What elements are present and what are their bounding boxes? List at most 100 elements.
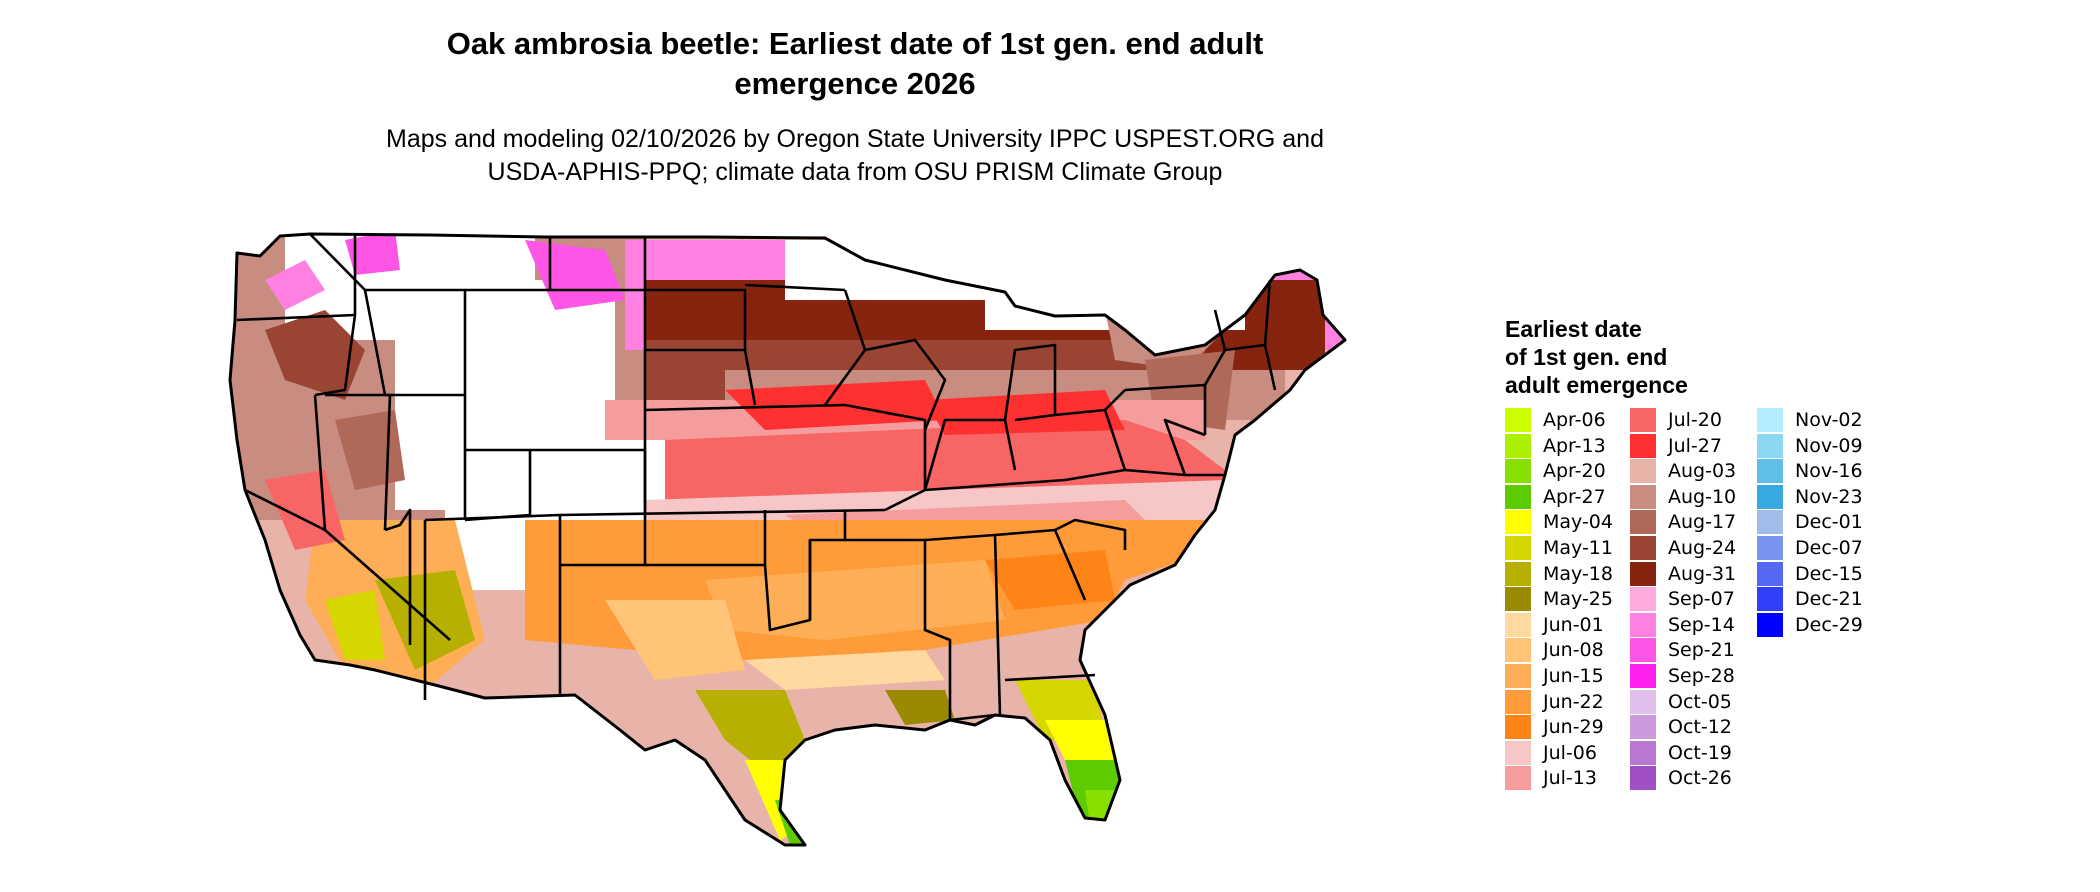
legend-swatch [1505,664,1531,688]
legend-item: May-18 [1505,561,1613,586]
legend-swatch [1505,612,1531,637]
legend-swatch [1505,408,1531,432]
legend-label: Aug-10 [1668,485,1737,508]
legend-label: Apr-13 [1543,434,1606,457]
legend-swatch [1505,715,1531,740]
legend-item: Oct-12 [1630,715,1732,740]
map-subtitle: Maps and modeling 02/10/2026 by Oregon S… [295,123,1415,189]
legend-swatch [1630,664,1656,688]
legend-swatch [1630,536,1656,560]
legend-swatch [1505,536,1531,560]
legend-label: Nov-23 [1795,485,1863,508]
legend-label: Sep-07 [1668,588,1735,611]
legend-swatch [1630,510,1656,535]
legend-item: Nov-02 [1757,408,1863,432]
legend-label: Aug-17 [1668,511,1737,534]
legend-label: Nov-09 [1795,434,1863,457]
map-subtitle-line-2: USDA-APHIS-PPQ; climate data from OSU PR… [487,158,1223,186]
legend-swatch [1505,740,1531,765]
legend-swatch [1630,587,1656,612]
legend-swatch [1757,587,1783,612]
legend-label: Jun-01 [1543,613,1604,636]
legend-label: Aug-24 [1668,537,1737,559]
legend-label: Apr-27 [1543,485,1606,508]
legend-swatch [1505,766,1531,791]
legend-swatch [1505,459,1531,484]
legend-label: Jul-27 [1668,434,1722,457]
legend-item: Apr-13 [1505,433,1606,458]
legend-item: Dec-15 [1757,561,1863,586]
legend-swatch [1757,433,1783,458]
us-emergence-map [228,232,1347,847]
legend-item: Dec-29 [1757,612,1863,637]
map-title-line-2: emergence 2026 [734,66,976,101]
legend-swatch [1630,433,1656,458]
legend-item: Oct-05 [1630,689,1732,714]
legend-label: Apr-20 [1543,460,1606,483]
legend-swatch [1630,459,1656,484]
legend-label: Aug-03 [1668,460,1737,483]
legend-item: Dec-07 [1757,536,1863,560]
legend-item: Apr-20 [1505,459,1606,484]
legend-label: Jul-20 [1668,409,1722,431]
legend-item: Sep-21 [1630,638,1735,663]
legend-label: Nov-16 [1795,460,1863,483]
legend-item: Apr-27 [1505,484,1606,509]
legend-item: Aug-03 [1630,459,1737,484]
map-title-line-1: Oak ambrosia beetle: Earliest date of 1s… [446,26,1264,61]
legend-swatch [1757,484,1783,509]
legend-title-line-3: adult emergence [1505,372,1688,398]
legend-item: Apr-06 [1505,408,1606,432]
legend-item: Aug-17 [1630,510,1737,535]
legend-label: Oct-19 [1668,741,1732,764]
legend-label: Jul-06 [1543,741,1597,764]
legend-item: Sep-28 [1630,664,1735,688]
legend-item: Sep-14 [1630,612,1735,637]
legend-label: Jun-08 [1543,639,1604,662]
legend-item: Sep-07 [1630,587,1735,612]
legend-label: Jun-15 [1543,665,1604,687]
legend-title-line-2: of 1st gen. end [1505,344,1668,370]
legend-label: Dec-15 [1795,562,1863,585]
legend-label: Oct-12 [1668,716,1732,739]
legend-label: Jul-13 [1543,767,1597,790]
legend-swatch [1757,510,1783,535]
legend-label: Dec-21 [1795,588,1863,611]
legend-swatch [1630,715,1656,740]
legend-label: Dec-07 [1795,537,1863,559]
legend-item: Oct-19 [1630,740,1732,765]
legend-item: Jun-29 [1505,715,1604,740]
legend-label: May-11 [1543,537,1613,559]
legend-swatch [1630,740,1656,765]
legend-item: Jul-27 [1630,433,1722,458]
legend-swatch [1505,484,1531,509]
legend-label: Jun-22 [1543,690,1604,713]
legend-item: Oct-26 [1630,766,1732,791]
legend-item: Jun-15 [1505,664,1604,688]
legend-swatch [1757,408,1783,432]
legend-title: Earliest date of 1st gen. end adult emer… [1505,315,1765,399]
legend-swatch [1505,587,1531,612]
legend-swatch [1757,536,1783,560]
legend-swatch [1757,561,1783,586]
legend-item: Aug-10 [1630,484,1737,509]
legend-label: Dec-29 [1795,613,1863,636]
legend-swatch [1505,433,1531,458]
legend-swatch [1505,638,1531,663]
us-outline [228,232,1347,847]
legend-title-line-1: Earliest date [1505,316,1642,342]
legend-item: Nov-23 [1757,484,1863,509]
map-subtitle-line-1: Maps and modeling 02/10/2026 by Oregon S… [386,125,1324,153]
legend-item: Jun-01 [1505,612,1604,637]
legend-label: Jun-29 [1543,716,1604,739]
legend-item: Aug-31 [1630,561,1736,586]
legend-item: Nov-16 [1757,459,1863,484]
legend-item: May-25 [1505,587,1613,612]
legend-item: Aug-24 [1630,536,1736,560]
legend-label: Sep-14 [1668,613,1735,636]
legend-swatch [1757,612,1783,637]
legend-label: Apr-06 [1543,409,1606,431]
legend-item: Jul-13 [1505,766,1597,791]
legend-label: Oct-26 [1668,767,1732,790]
legend-label: May-04 [1543,511,1613,534]
